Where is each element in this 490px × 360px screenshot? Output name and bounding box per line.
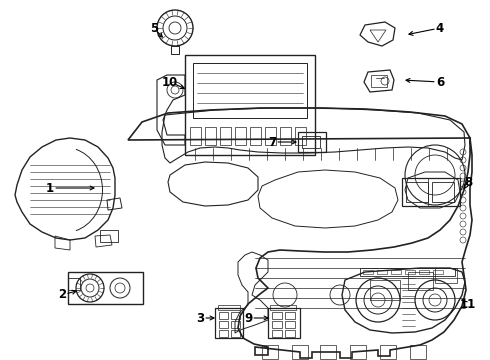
Bar — [215, 308, 243, 338]
Bar — [377, 270, 387, 274]
Text: 9: 9 — [244, 311, 252, 324]
Bar — [320, 345, 336, 359]
Bar — [363, 270, 373, 274]
Bar — [292, 345, 308, 359]
Text: 4: 4 — [436, 22, 444, 35]
Bar — [219, 321, 228, 328]
Bar — [370, 280, 400, 300]
Bar — [285, 330, 295, 337]
Bar — [432, 182, 454, 202]
Bar — [272, 321, 282, 328]
Bar — [435, 268, 457, 283]
Bar — [285, 312, 295, 319]
Text: 5: 5 — [150, 22, 158, 35]
Text: 1: 1 — [46, 181, 54, 194]
Bar — [380, 345, 396, 359]
Bar — [408, 272, 433, 290]
Text: 3: 3 — [196, 311, 204, 324]
Bar — [68, 272, 143, 304]
Bar — [231, 330, 240, 337]
Bar — [220, 127, 231, 145]
Bar — [295, 127, 306, 145]
Bar — [219, 330, 228, 337]
Bar — [171, 46, 179, 54]
Bar — [193, 63, 307, 118]
Text: 2: 2 — [58, 288, 66, 302]
Bar — [433, 270, 443, 274]
Bar — [185, 55, 315, 155]
Bar — [350, 345, 366, 359]
Bar — [402, 178, 460, 206]
Bar — [100, 230, 118, 242]
Bar — [272, 330, 282, 337]
Bar — [235, 127, 246, 145]
Bar — [419, 270, 429, 274]
Text: 6: 6 — [436, 76, 444, 89]
Bar — [268, 308, 300, 338]
Bar — [219, 312, 228, 319]
Bar — [68, 278, 80, 290]
Bar — [270, 305, 296, 310]
Bar — [360, 268, 455, 276]
Bar — [280, 127, 291, 145]
Bar — [190, 127, 201, 145]
Bar — [371, 75, 387, 87]
Bar — [298, 132, 326, 152]
Bar — [262, 345, 278, 359]
Bar — [391, 270, 401, 274]
Bar — [406, 182, 428, 202]
Bar — [285, 321, 295, 328]
Bar — [405, 270, 415, 274]
Bar — [410, 345, 426, 359]
Bar — [250, 127, 261, 145]
Bar — [302, 136, 320, 148]
Text: 8: 8 — [464, 175, 472, 189]
Text: 7: 7 — [268, 135, 276, 148]
Bar — [205, 127, 216, 145]
Text: 11: 11 — [460, 298, 476, 311]
Bar — [218, 305, 240, 310]
Bar — [265, 127, 276, 145]
Bar — [231, 321, 240, 328]
Bar — [272, 312, 282, 319]
Text: 10: 10 — [162, 76, 178, 89]
Bar — [231, 312, 240, 319]
